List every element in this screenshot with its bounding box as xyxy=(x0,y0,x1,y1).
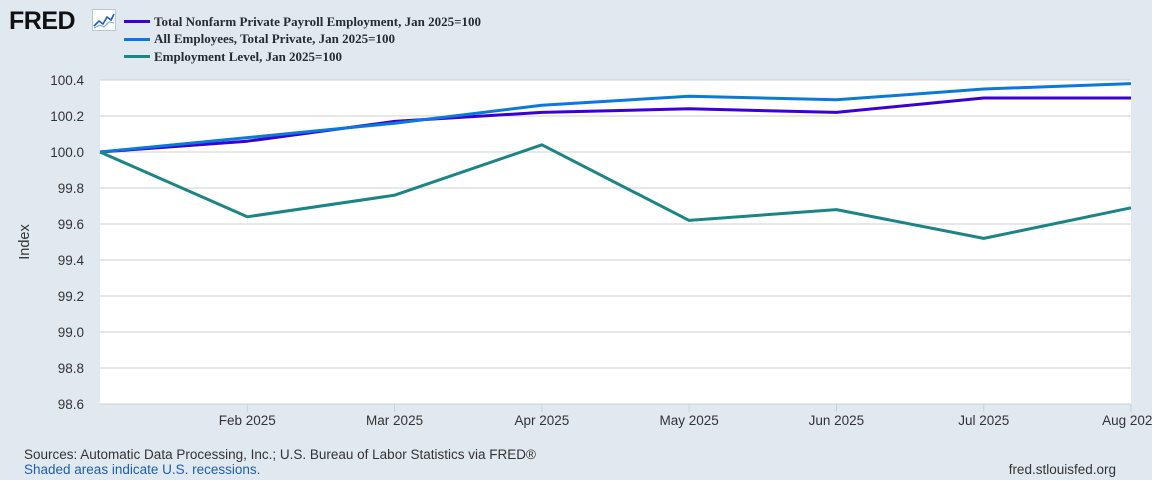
y-tick-label: 99.0 xyxy=(58,325,84,340)
x-tick-label: Apr 2025 xyxy=(514,413,569,428)
legend-label: Total Nonfarm Private Payroll Employment… xyxy=(154,13,481,29)
y-tick-label: 99.8 xyxy=(58,181,84,196)
line-graph-icon xyxy=(92,9,116,31)
legend-item[interactable]: All Employees, Total Private, Jan 2025=1… xyxy=(124,31,481,49)
legend-item[interactable]: Employment Level, Jan 2025=100 xyxy=(124,48,481,66)
series-line-2[interactable] xyxy=(99,82,1132,154)
x-tick-label: May 2025 xyxy=(659,413,718,428)
line-chart: 98.6 98.8 99.0 99.2 99.4 99.6 99.8 100.0 100.2 10… xyxy=(17,73,1152,428)
legend-label: All Employees, Total Private, Jan 2025=1… xyxy=(154,31,396,47)
y-tick-label: 98.8 xyxy=(58,361,84,376)
y-tick-label: 100.4 xyxy=(50,73,84,88)
footer-notes: Sources: Automatic Data Processing, Inc.… xyxy=(24,447,536,477)
chart-legend: Total Nonfarm Private Payroll Employment… xyxy=(124,13,481,66)
y-tick-label: 100.2 xyxy=(50,109,84,124)
y-tick-label: 99.4 xyxy=(58,253,85,268)
x-tick-label: Aug 2025 xyxy=(1102,413,1152,428)
legend-swatch xyxy=(124,55,150,59)
x-tick-label: Feb 2025 xyxy=(219,413,276,428)
legend-swatch xyxy=(124,20,150,24)
x-tick-label: Mar 2025 xyxy=(366,413,423,428)
legend-label: Employment Level, Jan 2025=100 xyxy=(154,48,342,64)
legend-item[interactable]: Total Nonfarm Private Payroll Employment… xyxy=(124,13,481,31)
series-line-1[interactable] xyxy=(99,96,1131,154)
source-note: Sources: Automatic Data Processing, Inc.… xyxy=(24,447,536,462)
series-line-3[interactable] xyxy=(99,143,1132,240)
fred-logo-text: FRED xyxy=(9,7,76,35)
y-tick-label: 99.2 xyxy=(58,289,84,304)
x-tick-label: Jul 2025 xyxy=(958,413,1009,428)
legend-swatch xyxy=(124,37,150,41)
y-tick-label: 98.6 xyxy=(58,397,84,412)
site-url[interactable]: fred.stlouisfed.org xyxy=(1008,462,1116,477)
y-tick-label: 99.6 xyxy=(58,217,84,232)
plot-area xyxy=(100,80,1131,404)
y-tick-label: 100.0 xyxy=(50,145,84,160)
x-tick-label: Jun 2025 xyxy=(809,413,865,428)
y-axis-title: Index xyxy=(17,224,33,260)
recession-note: Shaded areas indicate U.S. recessions. xyxy=(24,462,261,477)
